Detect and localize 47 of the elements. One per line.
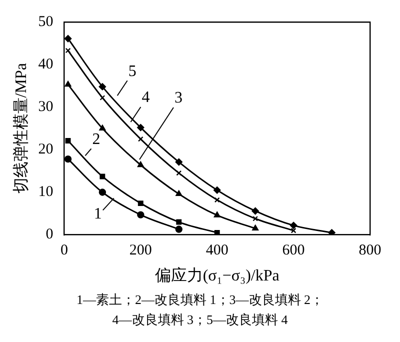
point (175, 158, 182, 166)
point (214, 197, 220, 203)
y-tick-label: 40 (38, 56, 54, 72)
point (99, 124, 106, 130)
annotation: 1 (94, 205, 102, 222)
point (214, 212, 220, 218)
point (252, 216, 258, 222)
x-tick-label: 600 (282, 242, 305, 259)
x-tick-label: 800 (358, 242, 382, 259)
point (98, 188, 106, 196)
point (137, 124, 144, 132)
point (176, 219, 182, 225)
point (100, 95, 106, 100)
x-axis-title: 偏应力(σ₁−σ₃)/kPa (154, 266, 280, 285)
text: 4—改良填料 3；5—改良填料 4 (111, 311, 289, 329)
point (98, 83, 106, 90)
text: 1—素土；2—改良填料 1；3—改良填料 2； (76, 291, 324, 309)
y-tick-label: 20 (38, 142, 54, 158)
y-tick-label: 10 (38, 184, 54, 200)
point (214, 186, 221, 194)
point (252, 224, 259, 231)
point (64, 35, 72, 42)
y-tick-label: 0 (46, 226, 54, 243)
point (137, 211, 144, 218)
y-axis-title: 切线弹性模量/MPa (12, 63, 30, 194)
point (100, 174, 106, 180)
point (176, 170, 182, 176)
point (175, 226, 182, 233)
point (252, 207, 259, 215)
y-tick-label: 50 (38, 14, 54, 30)
x-tick-label: 0 (60, 242, 68, 259)
point (328, 229, 336, 235)
point (64, 155, 72, 163)
point (65, 138, 71, 144)
annotation: 2 (92, 130, 100, 148)
point (176, 190, 182, 196)
point (138, 200, 144, 206)
point (64, 80, 72, 87)
x-tick-label: 200 (129, 242, 152, 259)
y-tick-label: 30 (38, 99, 54, 116)
point (290, 222, 298, 230)
annotation: 5 (128, 62, 136, 80)
annotation: 3 (174, 90, 183, 107)
point (137, 161, 144, 168)
point (138, 136, 144, 142)
annotation: 4 (142, 89, 150, 106)
x-tick-label: 400 (206, 242, 228, 259)
